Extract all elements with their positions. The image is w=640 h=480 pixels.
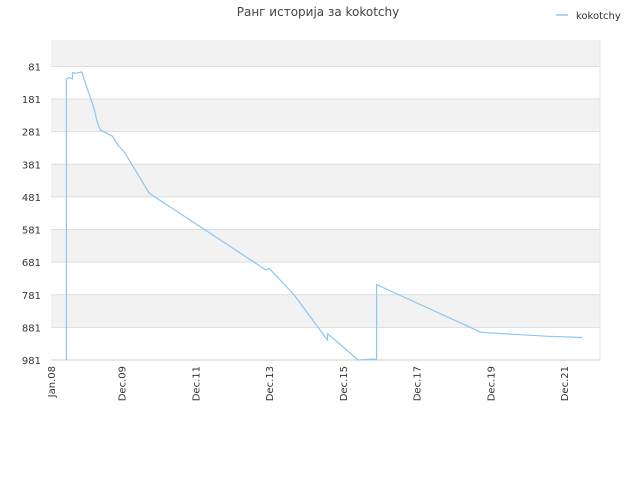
x-tick-label: Dec.13 <box>265 366 276 401</box>
plot-band <box>51 262 600 295</box>
y-tick-label: 681 <box>22 258 41 269</box>
legend[interactable]: kokotchy <box>556 11 621 22</box>
x-tick-label: Dec.17 <box>413 366 424 401</box>
plot-band <box>51 131 600 165</box>
y-axis-tick-labels: 81 181 281 381 481 581 681 781 881 981 <box>22 62 41 367</box>
x-tick-label: Dec.21 <box>560 366 571 401</box>
plot-band <box>51 66 600 100</box>
y-tick-label: 381 <box>22 160 41 171</box>
x-axis-tick-labels: Jan.08 Dec.09 Dec.11 Dec.13 Dec.15 Dec.17 Dec.… <box>47 366 571 401</box>
plot-band <box>51 327 600 360</box>
series-layer <box>65 71 583 361</box>
x-tick-label: Dec.09 <box>118 366 129 401</box>
y-tick-label: 81 <box>28 62 41 73</box>
y-tick-label: 281 <box>22 128 41 139</box>
plot-band <box>51 294 600 328</box>
x-tick-label: Dec.11 <box>191 366 202 401</box>
y-tick-label: 581 <box>22 226 41 237</box>
chart-title: Ранг историја за kokotchy <box>237 5 400 19</box>
x-tick-label: Dec.19 <box>486 366 497 401</box>
plot-band <box>51 196 600 230</box>
y-tick-label: 481 <box>22 193 41 204</box>
plot-band <box>51 164 600 197</box>
plot-band <box>51 40 600 67</box>
legend-label: kokotchy <box>576 11 621 22</box>
y-tick-label: 181 <box>22 95 41 106</box>
x-tick-label: Dec.15 <box>339 366 350 401</box>
y-tick-label: 981 <box>22 356 41 367</box>
plot-background-bands <box>51 40 600 360</box>
y-tick-label: 781 <box>22 291 41 302</box>
y-tick-label: 881 <box>22 323 41 334</box>
plot-band <box>51 229 600 263</box>
series-line-kokotchy[interactable] <box>65 71 583 361</box>
x-tick-label: Jan.08 <box>47 366 58 398</box>
plot-band <box>51 99 600 132</box>
